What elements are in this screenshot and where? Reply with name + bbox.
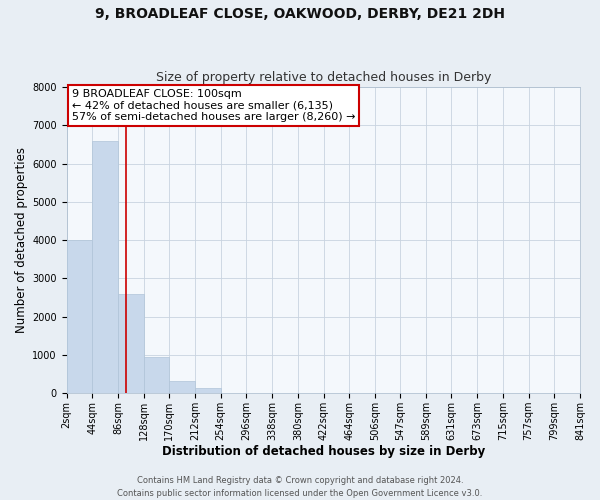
Bar [143,357,169,393]
Text: 9 BROADLEAF CLOSE: 100sqm
← 42% of detached houses are smaller (6,135)
57% of se: 9 BROADLEAF CLOSE: 100sqm ← 42% of detac… [71,88,355,122]
Bar [195,388,221,393]
Bar [118,294,143,393]
X-axis label: Distribution of detached houses by size in Derby: Distribution of detached houses by size … [161,444,485,458]
Bar [169,381,195,393]
Text: 9, BROADLEAF CLOSE, OAKWOOD, DERBY, DE21 2DH: 9, BROADLEAF CLOSE, OAKWOOD, DERBY, DE21… [95,8,505,22]
Y-axis label: Number of detached properties: Number of detached properties [15,147,28,333]
Bar [92,140,118,393]
Bar [67,240,92,393]
Title: Size of property relative to detached houses in Derby: Size of property relative to detached ho… [155,72,491,85]
Text: Contains HM Land Registry data © Crown copyright and database right 2024.
Contai: Contains HM Land Registry data © Crown c… [118,476,482,498]
